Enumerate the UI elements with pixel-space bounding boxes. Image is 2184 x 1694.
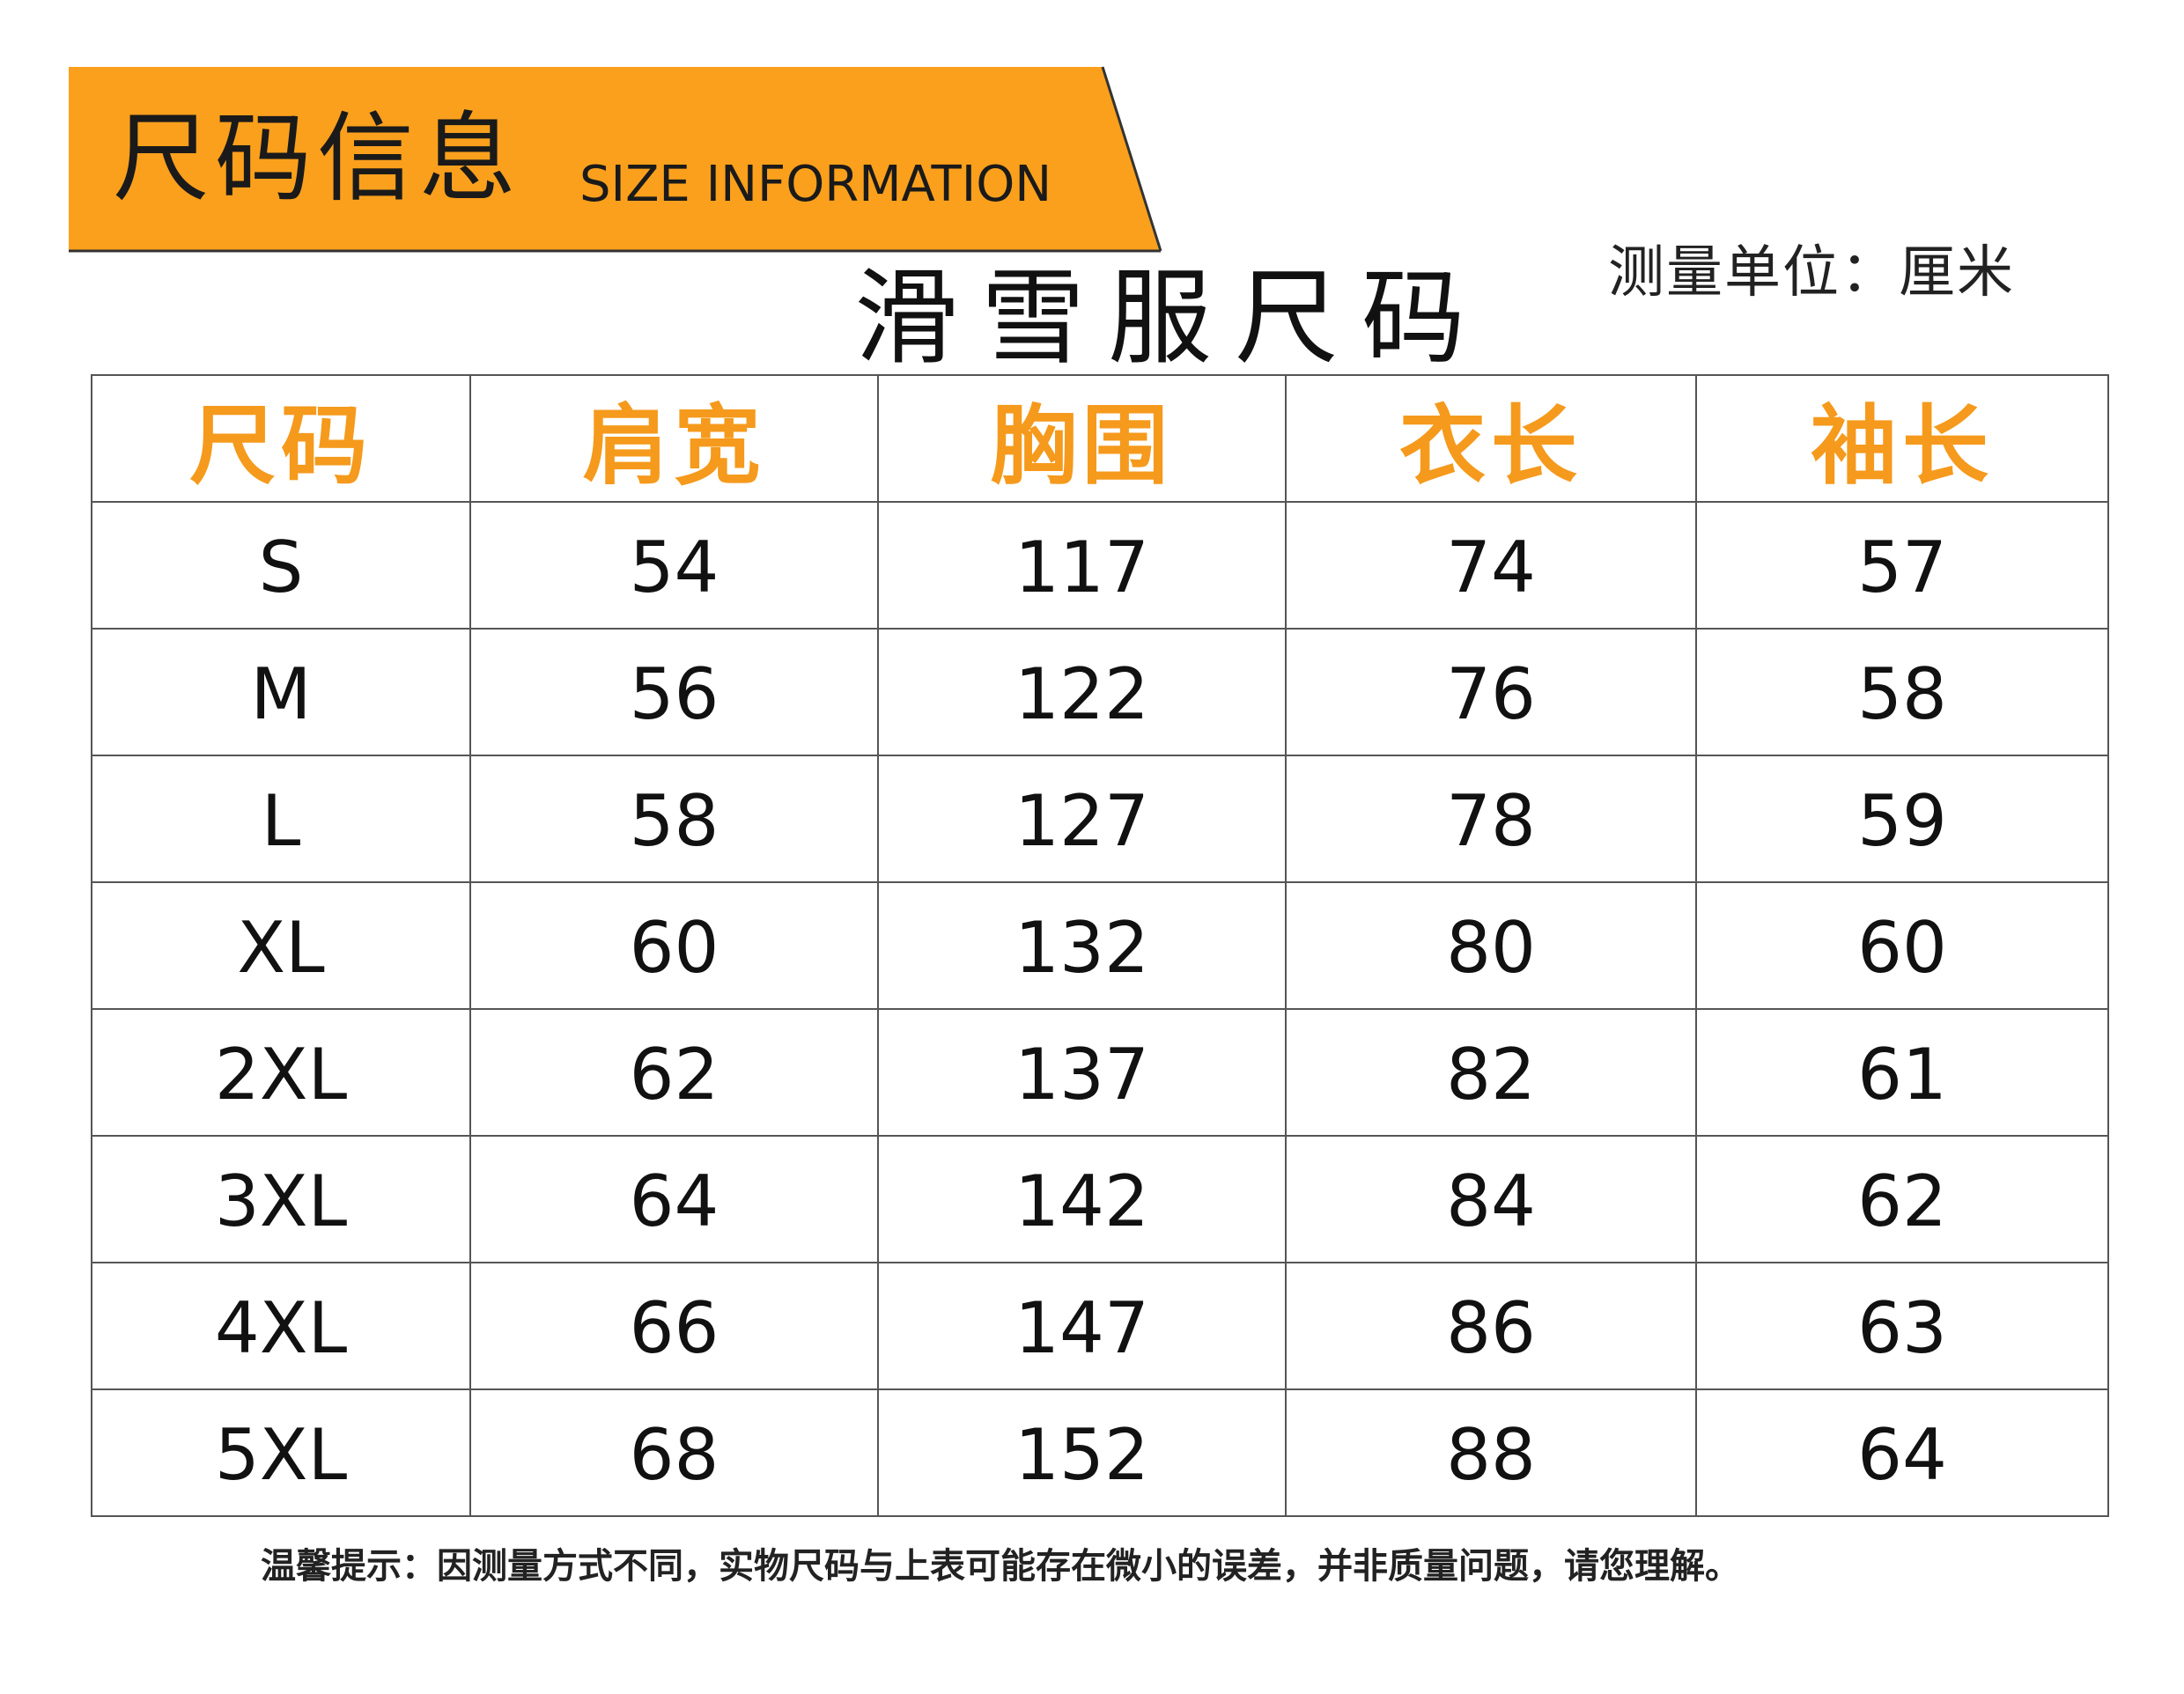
cell-chest: 122 bbox=[877, 628, 1287, 756]
cell-chest: 142 bbox=[877, 1135, 1287, 1263]
cell-size: L bbox=[91, 755, 471, 883]
cell-shoulder: 54 bbox=[469, 501, 879, 630]
cell-size: S bbox=[91, 501, 471, 630]
cell-shoulder: 68 bbox=[469, 1388, 879, 1517]
cell-chest: 152 bbox=[877, 1388, 1287, 1517]
chart-title: 滑雪服尺码 bbox=[854, 257, 1489, 379]
cell-size: 5XL bbox=[91, 1388, 471, 1517]
cell-sleeve: 64 bbox=[1695, 1388, 2109, 1517]
footnote-reminder: 温馨提示：因测量方式不同，实物尺码与上表可能存在微小的误差，并非质量问题，请您理… bbox=[261, 1546, 1740, 1587]
table-row: 2XL 62 137 82 61 bbox=[91, 1008, 2109, 1137]
table-row: 4XL 66 147 86 63 bbox=[91, 1262, 2109, 1390]
banner-title: 尺码信息 bbox=[113, 102, 521, 215]
measurement-unit-note: 测量单位：厘米 bbox=[1608, 240, 2015, 306]
table-row: XL 60 132 80 60 bbox=[91, 881, 2109, 1010]
cell-length: 88 bbox=[1285, 1388, 1697, 1517]
cell-chest: 117 bbox=[877, 501, 1287, 630]
cell-sleeve: 57 bbox=[1695, 501, 2109, 630]
cell-shoulder: 64 bbox=[469, 1135, 879, 1263]
cell-size: 3XL bbox=[91, 1135, 471, 1263]
cell-chest: 147 bbox=[877, 1262, 1287, 1390]
cell-sleeve: 59 bbox=[1695, 755, 2109, 883]
cell-size: M bbox=[91, 628, 471, 756]
cell-shoulder: 58 bbox=[469, 755, 879, 883]
cell-shoulder: 56 bbox=[469, 628, 879, 756]
header-length: 衣长 bbox=[1285, 374, 1697, 503]
table-row: L 58 127 78 59 bbox=[91, 755, 2109, 883]
cell-sleeve: 62 bbox=[1695, 1135, 2109, 1263]
table-header-row: 尺码 肩宽 胸围 衣长 袖长 bbox=[91, 374, 2109, 503]
cell-size: XL bbox=[91, 881, 471, 1010]
cell-sleeve: 61 bbox=[1695, 1008, 2109, 1137]
cell-length: 74 bbox=[1285, 501, 1697, 630]
table-row: S 54 117 74 57 bbox=[91, 501, 2109, 630]
cell-length: 76 bbox=[1285, 628, 1697, 756]
size-table: 尺码 肩宽 胸围 衣长 袖长 S 54 117 74 57 M 56 122 7… bbox=[91, 374, 2109, 1517]
cell-length: 78 bbox=[1285, 755, 1697, 883]
cell-shoulder: 62 bbox=[469, 1008, 879, 1137]
cell-size: 4XL bbox=[91, 1262, 471, 1390]
cell-sleeve: 63 bbox=[1695, 1262, 2109, 1390]
cell-chest: 127 bbox=[877, 755, 1287, 883]
banner-background bbox=[69, 67, 1159, 250]
header-size: 尺码 bbox=[91, 374, 471, 503]
cell-sleeve: 58 bbox=[1695, 628, 2109, 756]
banner-slant-edge bbox=[1101, 66, 1162, 252]
banner-subtitle: SIZE INFORMATION bbox=[579, 156, 1052, 213]
cell-length: 80 bbox=[1285, 881, 1697, 1010]
header-shoulder-width: 肩宽 bbox=[469, 374, 879, 503]
cell-length: 82 bbox=[1285, 1008, 1697, 1137]
header-chest: 胸围 bbox=[877, 374, 1287, 503]
header-sleeve-length: 袖长 bbox=[1695, 374, 2109, 503]
header-banner bbox=[69, 66, 1162, 253]
cell-size: 2XL bbox=[91, 1008, 471, 1137]
cell-chest: 137 bbox=[877, 1008, 1287, 1137]
table-row: 3XL 64 142 84 62 bbox=[91, 1135, 2109, 1263]
table-row: 5XL 68 152 88 64 bbox=[91, 1388, 2109, 1517]
cell-chest: 132 bbox=[877, 881, 1287, 1010]
table-row: M 56 122 76 58 bbox=[91, 628, 2109, 756]
cell-shoulder: 60 bbox=[469, 881, 879, 1010]
cell-length: 86 bbox=[1285, 1262, 1697, 1390]
cell-length: 84 bbox=[1285, 1135, 1697, 1263]
cell-shoulder: 66 bbox=[469, 1262, 879, 1390]
cell-sleeve: 60 bbox=[1695, 881, 2109, 1010]
